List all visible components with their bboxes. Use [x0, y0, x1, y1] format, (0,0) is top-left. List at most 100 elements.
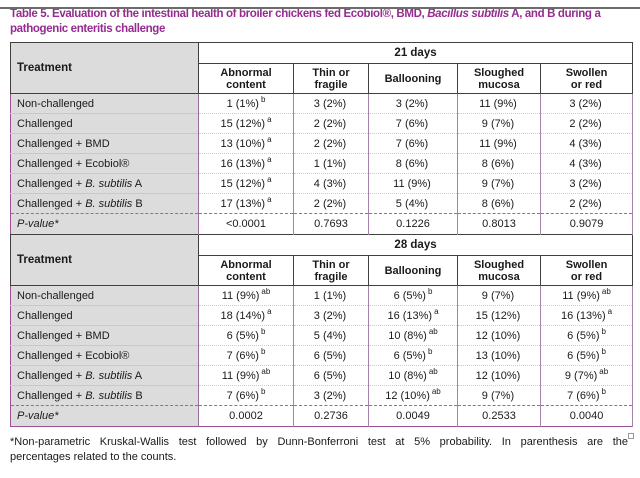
data-cell: 2 (2%): [539, 193, 634, 214]
col-header-ballooning: Ballooning: [368, 255, 458, 286]
significance-superscript: b: [601, 346, 606, 356]
footnote-line-2: percentages related to the counts.: [10, 451, 177, 463]
data-cell: 6 (5%): [293, 365, 369, 386]
pvalue-cell: 0.9079: [539, 213, 634, 235]
col-header-line: Sloughed: [473, 66, 525, 79]
data-cell: 3 (2%): [293, 305, 369, 326]
data-cell: 9 (7%): [457, 173, 541, 194]
significance-superscript: ab: [261, 366, 271, 376]
data-cell: 16 (13%) a: [198, 153, 294, 174]
data-cell: 16 (13%) a: [539, 305, 634, 326]
significance-superscript: a: [267, 154, 272, 164]
pvalue-cell: 0.0040: [539, 405, 634, 427]
significance-superscript: ab: [599, 366, 609, 376]
col-header-line: Swollen: [565, 66, 608, 79]
col-header-swollen-or-red: Swollen or red: [539, 255, 634, 286]
col-header-swollen-or-red: Swollen or red: [539, 63, 634, 94]
pvalue-row-28: P-value* 0.0002 0.2736 0.0049 0.2533 0.0…: [10, 405, 634, 427]
data-cell: 18 (14%) a: [198, 305, 294, 326]
significance-superscript: b: [260, 386, 266, 396]
data-cell: 10 (8%) ab: [368, 365, 458, 386]
data-cell: 9 (7%) ab: [539, 365, 634, 386]
data-cell: 3 (2%): [368, 93, 458, 114]
section-28-subheader-row: Abnormal content Thin or fragile Balloonin…: [11, 255, 634, 286]
data-cell: 1 (1%): [293, 153, 369, 174]
data-cell: 15 (12%): [457, 305, 541, 326]
intestinal-health-table: Treatment 21 days Abnormal content Thin o…: [10, 42, 634, 427]
table-row-28-non-challenged: Non-challenged 11 (9%) ab 1 (1%) 6 (5%) b …: [10, 285, 634, 306]
pvalue-cell: 0.2736: [293, 405, 369, 427]
data-cell: 7 (6%) b: [198, 385, 294, 406]
section-21-header-row: Treatment 21 days: [10, 42, 634, 94]
treatment-label-text: Non-challenged: [17, 97, 95, 110]
col-header-sloughed-mucosa: Sloughed mucosa: [457, 255, 541, 286]
data-cell: 16 (13%) a: [368, 305, 458, 326]
data-cell: 9 (7%): [457, 385, 541, 406]
table-row-21-challenged-subtilis-b: Challenged + B. subtilis B 17 (13%) a 2 (…: [10, 193, 634, 214]
table-row-21-non-challenged: Non-challenged 1 (1%) b 3 (2%) 3 (2%) 11 …: [10, 93, 634, 114]
data-cell: 10 (8%) ab: [368, 325, 458, 346]
data-cell: 1 (1%): [293, 285, 369, 306]
significance-superscript: a: [267, 134, 272, 144]
data-cell: 3 (2%): [539, 93, 634, 114]
col-header-line: Abnormal: [220, 66, 272, 79]
treatment-label: Challenged + Ecobiol®: [10, 153, 199, 174]
treatment-column-header: Treatment: [10, 42, 199, 94]
data-cell: 3 (2%): [293, 385, 369, 406]
table-row-28-challenged-ecobiol: Challenged + Ecobiol® 7 (6%) b 6 (5%) 6 (…: [10, 345, 634, 366]
data-cell: 8 (6%): [368, 153, 458, 174]
data-cell: 11 (9%) ab: [539, 285, 634, 306]
data-cell: 15 (12%) a: [198, 113, 294, 134]
data-cell: 13 (10%) a: [198, 133, 294, 154]
data-cell: 6 (5%) b: [539, 345, 634, 366]
col-header-line: Ballooning: [384, 72, 442, 85]
data-cell: 11 (9%): [457, 133, 541, 154]
data-cell: 5 (4%): [293, 325, 369, 346]
treatment-column-header: Treatment: [10, 234, 199, 286]
treatment-label: Non-challenged: [10, 93, 199, 114]
significance-superscript: b: [601, 386, 606, 396]
data-cell: 6 (5%) b: [368, 345, 458, 366]
treatment-label: Non-challenged: [10, 285, 199, 306]
treatment-label: Challenged + BMD: [10, 325, 199, 346]
treatment-label: Challenged + B. subtilis A: [10, 173, 199, 194]
data-cell: 2 (2%): [293, 133, 369, 154]
col-header-line: Thin or: [312, 66, 350, 79]
data-cell: 11 (9%) ab: [198, 285, 294, 306]
table-row-21-challenged-subtilis-a: Challenged + B. subtilis A 15 (12%) a 4 (…: [10, 173, 634, 194]
pvalue-cell: 0.2533: [457, 405, 541, 427]
significance-superscript: a: [434, 306, 439, 316]
data-cell: 7 (6%) b: [198, 345, 294, 366]
table-row-28-challenged: Challenged 18 (14%) a 3 (2%) 16 (13%) a 15…: [10, 305, 634, 326]
day-group-header-21: 21 days: [197, 42, 634, 64]
treatment-label: Challenged + Ecobiol®: [10, 345, 199, 366]
significance-superscript: a: [267, 306, 272, 316]
significance-superscript: b: [427, 346, 433, 356]
data-cell: 2 (2%): [539, 113, 634, 134]
section-21-subheader-row: Abnormal content Thin or fragile Balloonin…: [11, 63, 634, 94]
significance-superscript: a: [267, 194, 272, 204]
significance-superscript: ab: [261, 286, 271, 296]
title-text-pre: Table 5. Evaluation of the intestinal he…: [10, 8, 428, 20]
table-title: Table 5. Evaluation of the intestinal he…: [10, 7, 634, 37]
significance-superscript: b: [260, 346, 266, 356]
data-cell: 2 (2%): [293, 193, 369, 214]
col-header-abnormal-content: Abnormal content: [198, 255, 294, 286]
data-cell: 9 (7%): [457, 113, 541, 134]
data-cell: 2 (2%): [293, 113, 369, 134]
data-cell: 15 (12%) a: [198, 173, 294, 194]
significance-superscript: a: [267, 174, 272, 184]
col-header-thin-or-fragile: Thin or fragile: [293, 255, 369, 286]
data-cell: 6 (5%) b: [368, 285, 458, 306]
data-cell: 7 (6%): [368, 113, 458, 134]
pvalue-row-21: P-value* <0.0001 0.7693 0.1226 0.8013 0.…: [10, 213, 634, 235]
title-text-post: A, and B during a pathogenic enteritis c…: [10, 8, 601, 35]
pvalue-cell: 0.1226: [368, 213, 458, 235]
pvalue-cell: 0.0002: [198, 405, 294, 427]
data-cell: 3 (2%): [539, 173, 634, 194]
significance-superscript: ab: [428, 326, 438, 336]
significance-superscript: b: [260, 94, 266, 104]
col-header-ballooning: Ballooning: [368, 63, 458, 94]
col-header-sloughed-mucosa: Sloughed mucosa: [457, 63, 541, 94]
data-cell: 8 (6%): [457, 153, 541, 174]
